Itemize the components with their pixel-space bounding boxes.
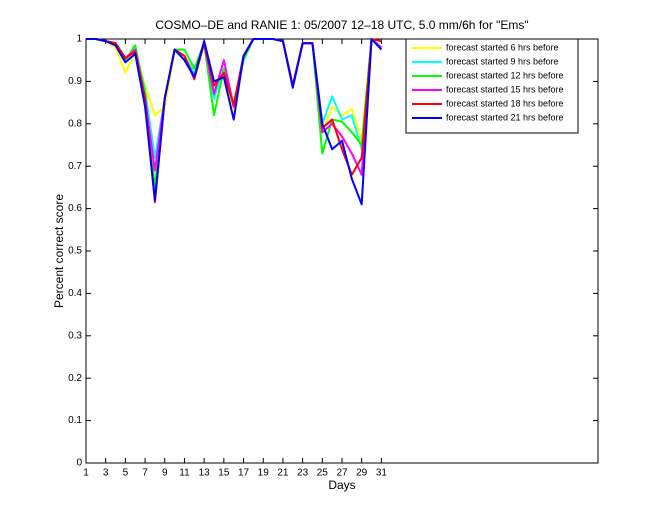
x-tick-label: 11	[179, 468, 190, 479]
x-tick-label: 15	[218, 468, 230, 479]
x-tick-label: 29	[356, 468, 368, 479]
y-tick-label: 0.3	[68, 330, 82, 341]
x-tick-label: 23	[297, 468, 309, 479]
legend-label: forecast started 9 hrs before	[446, 56, 559, 66]
series-line	[86, 38, 382, 204]
legend-label: forecast started 12 hrs before	[446, 70, 564, 80]
x-tick-label: 1	[83, 468, 89, 479]
y-tick-label: 0	[76, 458, 82, 469]
x-tick-label: 21	[277, 468, 289, 479]
y-tick-label: 1	[76, 34, 82, 45]
y-tick-label: 0.6	[68, 203, 82, 214]
x-tick-label: 9	[162, 468, 168, 479]
y-tick-label: 0.1	[68, 415, 82, 426]
x-tick-label: 19	[258, 468, 270, 479]
x-tick-label: 5	[123, 468, 129, 479]
y-tick-label: 0.7	[68, 161, 82, 172]
x-tick-label: 13	[199, 468, 211, 479]
y-tick-label: 0.8	[68, 118, 82, 129]
x-tick-label: 27	[336, 468, 348, 479]
legend-label: forecast started 18 hrs before	[446, 98, 564, 108]
legend-label: forecast started 21 hrs before	[446, 112, 564, 122]
x-tick-label: 31	[376, 468, 388, 479]
x-tick-label: 17	[238, 468, 250, 479]
series-line	[86, 38, 383, 176]
legend-label: forecast started 6 hrs before	[446, 42, 559, 52]
x-axis-label: Days	[328, 478, 355, 492]
x-tick-label: 25	[317, 468, 329, 479]
y-tick-label: 0.5	[68, 246, 82, 257]
x-tick-label: 3	[103, 468, 109, 479]
y-tick-label: 0.9	[68, 76, 82, 87]
y-tick-label: 0.2	[68, 373, 82, 384]
series-line	[86, 38, 383, 206]
legend-label: forecast started 15 hrs before	[446, 84, 564, 94]
y-axis-label: Percent correct score	[52, 194, 66, 308]
x-tick-label: 7	[142, 468, 148, 479]
y-tick-label: 0.4	[68, 288, 82, 299]
chart-title: COSMO–DE and RANIE 1: 05/2007 12–18 UTC,…	[155, 18, 528, 32]
